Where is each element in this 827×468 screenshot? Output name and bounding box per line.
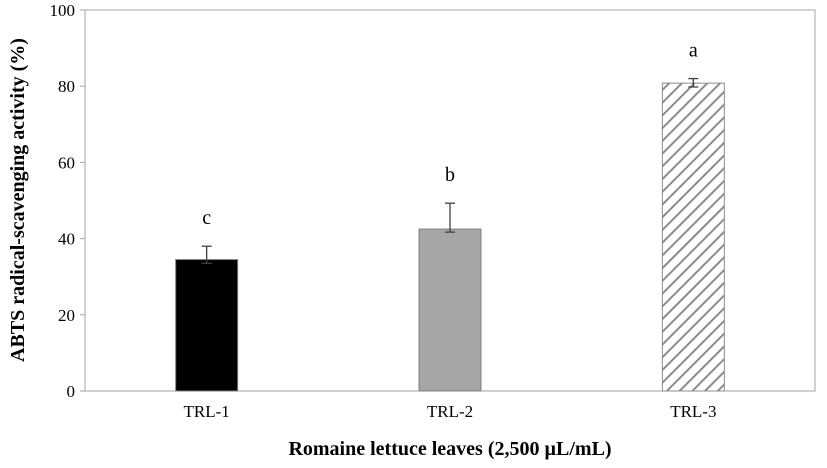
- y-tick-label: 40: [58, 230, 75, 249]
- y-tick-label: 100: [50, 1, 76, 20]
- bar: [418, 228, 482, 392]
- x-tick-label: TRL-1: [184, 402, 230, 421]
- significance-letter: a: [689, 40, 698, 62]
- bar: [661, 82, 725, 392]
- significance-letter: c: [202, 207, 211, 229]
- y-tick-label: 80: [58, 77, 75, 96]
- bar: [175, 259, 239, 392]
- error-bar: [445, 202, 455, 233]
- y-tick-label: 60: [58, 153, 75, 172]
- significance-letter: b: [445, 164, 455, 186]
- x-tick-label: TRL-3: [670, 402, 716, 421]
- y-tick-label: 20: [58, 306, 75, 325]
- error-bar: [688, 77, 699, 88]
- x-tick-label: TRL-2: [427, 402, 473, 421]
- x-axis-title: Romaine lettuce leaves (2,500 µL/mL): [288, 438, 611, 460]
- y-axis-title: ABTS radical-scavenging activity (%): [7, 38, 29, 362]
- y-tick-label: 0: [67, 382, 76, 401]
- error-bar: [201, 245, 212, 265]
